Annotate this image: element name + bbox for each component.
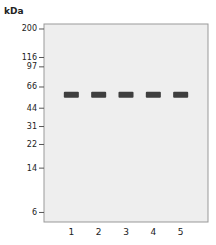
band — [173, 92, 188, 98]
lane-label: 1 — [68, 227, 74, 237]
y-tick-label: 14 — [27, 164, 37, 173]
y-axis-label: kDa — [4, 6, 24, 16]
chart-svg: 200 11697 66 44 31 22 14 6 kDa 1 2 3 4 5 — [0, 0, 216, 245]
y-tick — [39, 126, 44, 127]
y-tick-label: 66 — [27, 82, 37, 91]
band — [91, 92, 106, 98]
y-tick-label: 22 — [27, 140, 37, 149]
lane-label: 2 — [96, 227, 102, 237]
y-tick — [39, 168, 44, 169]
band — [64, 92, 79, 98]
y-tick-label: 31 — [27, 122, 37, 131]
lane-label: 4 — [150, 227, 156, 237]
y-tick-label: 116 — [22, 53, 37, 62]
lane-label: 5 — [178, 227, 184, 237]
y-axis: 200 11697 66 44 31 22 14 6 — [22, 24, 44, 216]
band — [118, 92, 133, 98]
y-tick-label: 97 — [27, 62, 37, 71]
y-tick — [39, 86, 44, 87]
y-tick-label: 6 — [32, 208, 37, 217]
y-tick-label: 44 — [27, 104, 37, 113]
lane-label: 3 — [123, 227, 129, 237]
y-tick — [39, 66, 44, 67]
y-tick — [39, 28, 44, 29]
plot-frame — [44, 24, 208, 222]
bands — [64, 92, 188, 98]
y-tick — [39, 144, 44, 145]
y-tick — [39, 108, 44, 109]
y-tick — [39, 212, 44, 213]
y-tick-label: 200 — [22, 24, 37, 33]
chart-container: 200 11697 66 44 31 22 14 6 kDa 1 2 3 4 5 — [0, 0, 216, 245]
y-tick — [39, 57, 44, 58]
band — [146, 92, 161, 98]
x-axis: 1 2 3 4 5 — [68, 227, 183, 237]
